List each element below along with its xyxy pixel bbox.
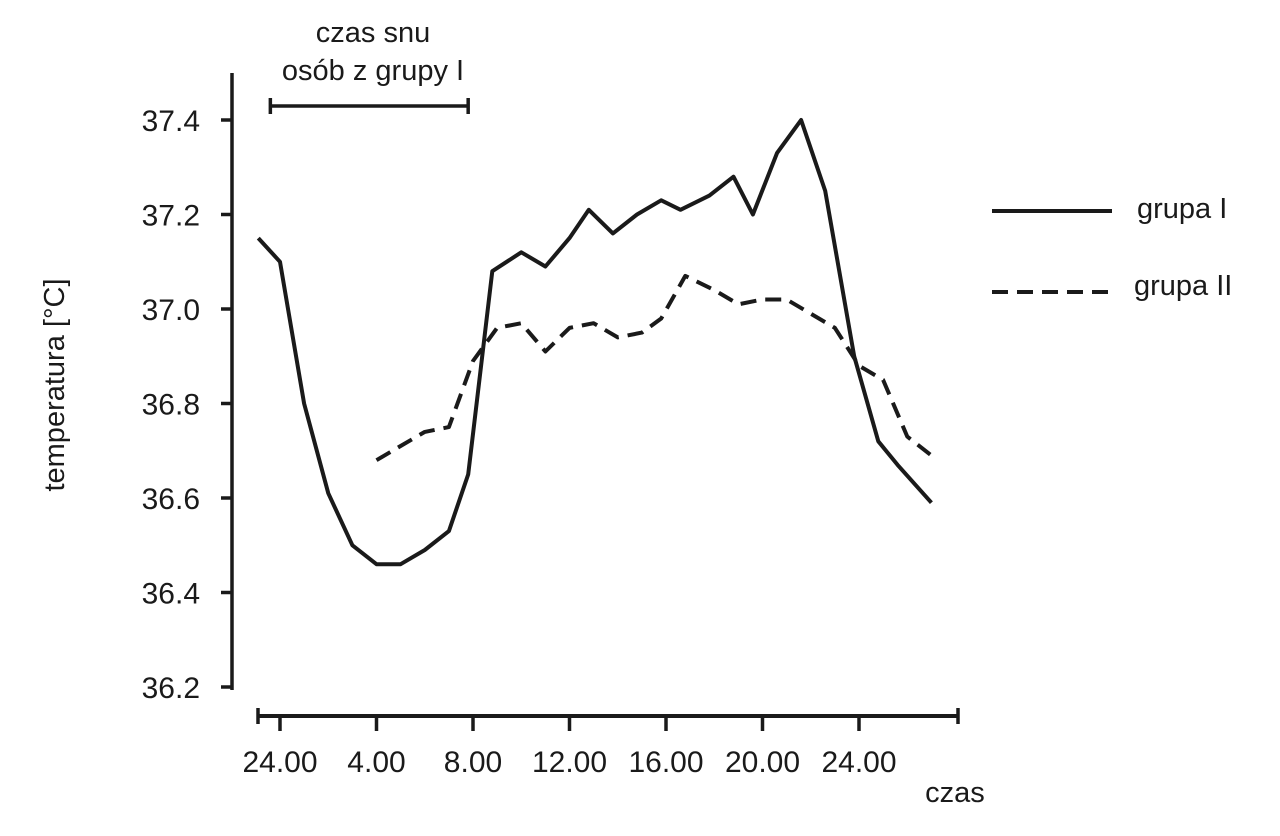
y-tick-label: 37.4 xyxy=(142,105,200,138)
y-tick-label: 36.4 xyxy=(142,578,200,611)
y-tick-label: 36.8 xyxy=(142,389,200,422)
sleep-range-bracket xyxy=(268,98,470,114)
x-tick-label: 24.00 xyxy=(821,746,896,779)
x-tick-label: 16.00 xyxy=(628,746,703,779)
y-tick-label: 37.0 xyxy=(142,294,200,327)
legend-label-grupa-2: grupa II xyxy=(1134,270,1232,302)
annotation-line-2: osób z grupy I xyxy=(282,55,464,87)
y-tick-label: 36.2 xyxy=(142,672,200,705)
x-tick-label: 20.00 xyxy=(725,746,800,779)
y-tick-label: 37.2 xyxy=(142,200,200,233)
x-tick-label: 4.00 xyxy=(347,746,405,779)
annotation-line-1: czas snu xyxy=(316,17,430,49)
x-tick-label: 12.00 xyxy=(532,746,607,779)
y-ticks: 36.2 36.4 36.6 36.8 37.0 37.2 37.4 xyxy=(142,105,232,705)
y-tick-label: 36.6 xyxy=(142,483,200,516)
legend-label-grupa-1: grupa I xyxy=(1137,193,1227,225)
x-ticks: 24.00 4.00 8.00 12.00 16.00 20.00 24.00 xyxy=(242,708,960,779)
x-tick-label: 8.00 xyxy=(444,746,502,779)
y-axis-title: temperatura [°C] xyxy=(39,278,71,491)
series-line-grupa-2 xyxy=(375,273,933,462)
x-tick-label: 24.00 xyxy=(242,746,317,779)
x-axis-title: czas xyxy=(925,777,985,809)
legend: grupa I grupa II xyxy=(992,193,1232,302)
series-line-grupa-1 xyxy=(256,118,933,567)
